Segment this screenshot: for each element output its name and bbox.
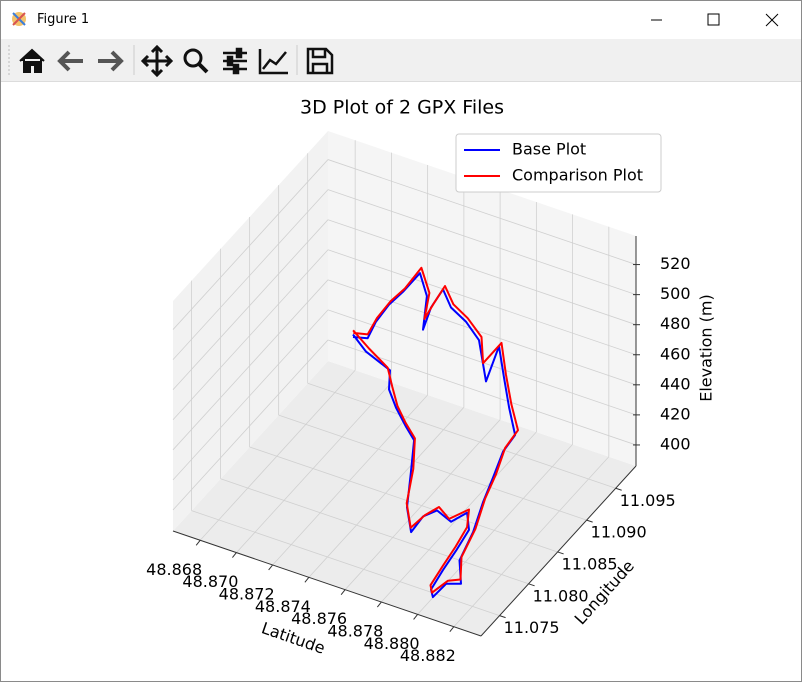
- grid-line: [191, 510, 500, 617]
- z-tick-label: 480: [660, 314, 691, 333]
- figure-canvas: 3D Plot of 2 GPX Files 48.86848.87048.87…: [146, 97, 716, 666]
- close-button[interactable]: [765, 13, 779, 27]
- window-title: Figure 1: [37, 12, 90, 27]
- x-tick-label: 48.878: [327, 622, 383, 641]
- grid-line: [172, 159, 329, 330]
- grid-line: [199, 369, 356, 541]
- y-tick-label: 11.075: [504, 618, 560, 637]
- data-line: [352, 266, 519, 594]
- legend-label: Base Plot: [512, 140, 586, 159]
- legend-box: [455, 133, 662, 193]
- x-tick: [268, 564, 274, 571]
- grid-line: [327, 219, 637, 326]
- x-tick: [340, 589, 346, 595]
- left-pane: [173, 131, 328, 531]
- y-tick: [557, 551, 564, 555]
- grid-line: [278, 414, 587, 521]
- edit-axes-button[interactable]: [258, 49, 288, 75]
- maximize-button[interactable]: [707, 13, 720, 26]
- zoom-button[interactable]: [183, 48, 209, 74]
- x-tick-label: 48.872: [219, 584, 275, 603]
- floor-pane: [173, 361, 636, 636]
- title-bar: Figure 1: [1, 1, 801, 39]
- grid-line: [172, 189, 329, 360]
- y-tick: [499, 615, 506, 619]
- window-controls: [651, 13, 779, 27]
- grid-line: [327, 159, 637, 265]
- app-icon: [12, 12, 26, 26]
- grid-line: [327, 279, 637, 386]
- grid-line: [172, 279, 329, 451]
- grid-line: [344, 419, 501, 590]
- grid-line: [220, 478, 529, 585]
- grid-line: [236, 382, 392, 553]
- y-tick-label: 11.080: [533, 586, 589, 605]
- y-tick-label: 11.085: [562, 554, 618, 573]
- grid-line: [249, 446, 558, 553]
- y-tick-label: 11.095: [620, 491, 676, 510]
- pan-button[interactable]: [140, 44, 174, 78]
- grid-line: [172, 339, 329, 511]
- chart-title: 3D Plot of 2 GPX Files: [300, 97, 504, 119]
- z-axis-label: Elevation (m): [697, 294, 716, 401]
- grid-line: [327, 339, 637, 446]
- y-tick: [615, 487, 622, 491]
- x-tick: [413, 614, 418, 620]
- x-tick-label: 48.880: [364, 634, 420, 653]
- configure-button[interactable]: [223, 47, 247, 75]
- grid-line: [172, 249, 329, 421]
- x-tick: [195, 539, 201, 546]
- grid-line: [172, 219, 329, 390]
- x-tick: [449, 626, 455, 633]
- y-tick: [528, 583, 535, 587]
- y-tick-label: 11.090: [591, 523, 647, 542]
- x-tick: [376, 601, 382, 608]
- grid-line: [172, 309, 329, 481]
- grid-line: [307, 382, 616, 489]
- x-tick-label: 48.876: [291, 609, 347, 628]
- x-tick: [304, 577, 310, 583]
- grid-line: [327, 189, 637, 296]
- grid-line: [327, 249, 637, 356]
- z-tick-label: 460: [660, 344, 691, 363]
- save-button[interactable]: [306, 47, 334, 75]
- x-tick-label: 48.882: [400, 646, 456, 665]
- y-tick: [586, 519, 593, 523]
- x-tick-label: 48.868: [146, 560, 202, 579]
- x-tick: [232, 552, 237, 558]
- grid-line: [308, 407, 465, 578]
- toolbar-icons: [8, 44, 334, 78]
- toolbar: [1, 39, 801, 82]
- grid-line: [453, 456, 610, 628]
- z-tick-label: 420: [660, 404, 691, 423]
- grid-line: [272, 394, 428, 566]
- x-axis-line: [172, 530, 482, 637]
- z-tick-label: 440: [660, 374, 691, 393]
- z-tick-label: 400: [660, 434, 691, 453]
- x-tick-label: 48.870: [182, 572, 238, 591]
- legend-label: Comparison Plot: [512, 166, 643, 185]
- z-tick-label: 520: [660, 254, 691, 273]
- x-tick-label: 48.874: [255, 597, 311, 616]
- back-pane: [328, 131, 636, 466]
- y-axis-line: [480, 465, 637, 637]
- z-tick-label: 500: [660, 284, 691, 303]
- forward-button[interactable]: [98, 50, 124, 72]
- back-button[interactable]: [57, 50, 83, 72]
- home-button[interactable]: [19, 48, 45, 73]
